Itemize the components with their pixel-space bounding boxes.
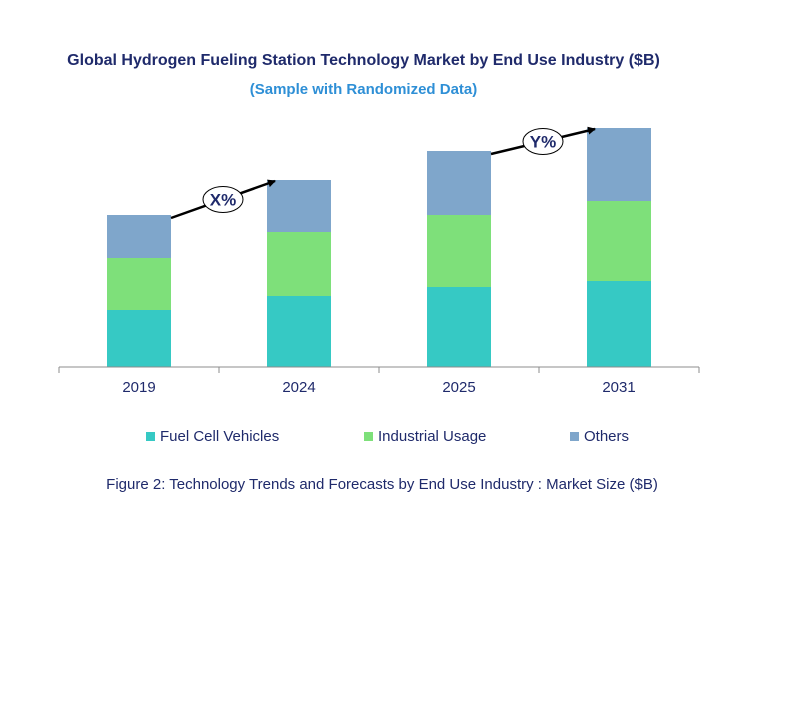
legend-swatch	[146, 432, 155, 441]
bar-segment-fuel-cell-vehicles-2031	[587, 281, 651, 367]
bar-segment-industrial-usage-2024	[267, 232, 331, 296]
growth-label-bubble	[202, 186, 244, 213]
legend-item-others: Others	[570, 428, 629, 445]
growth-annotations: X% Y%	[170, 126, 596, 220]
legend-item-industrial-usage: Industrial Usage	[364, 428, 486, 445]
chart-title: Global Hydrogen Fueling Station Technolo…	[67, 52, 660, 69]
bar-segment-fuel-cell-vehicles-2019	[107, 310, 171, 367]
legend-label: Others	[584, 428, 630, 445]
bar-segment-others-2031	[587, 128, 651, 201]
legend-label: Fuel Cell Vehicles	[160, 428, 280, 445]
growth-label: X%	[210, 191, 236, 210]
bar-segment-fuel-cell-vehicles-2025	[427, 287, 491, 367]
bar-segment-industrial-usage-2019	[107, 258, 171, 310]
chart-subtitle: (Sample with Randomized Data)	[249, 81, 478, 98]
bar-segment-industrial-usage-2025	[427, 215, 491, 287]
x-axis: 2019 2024 2025 2031	[58, 366, 700, 396]
legend-swatch	[570, 432, 579, 441]
bar-segment-others-2019	[107, 215, 171, 258]
legend: Fuel Cell Vehicles Industrial Usage Othe…	[0, 428, 785, 448]
legend-swatch	[364, 432, 373, 441]
bar-segment-others-2025	[427, 151, 491, 215]
bar-segment-fuel-cell-vehicles-2024	[267, 296, 331, 367]
x-tick-label: 2025	[442, 379, 475, 396]
growth-label: Y%	[530, 133, 556, 152]
x-tick-label: 2031	[602, 379, 635, 396]
bars-layer	[107, 128, 651, 367]
bar-segment-others-2024	[267, 180, 331, 232]
x-tick-label: 2019	[122, 379, 155, 396]
legend-label: Industrial Usage	[378, 428, 487, 445]
stacked-bar-chart: 2019 2024 2025 2031 X% Y%	[58, 126, 700, 396]
growth-label-bubble	[522, 128, 564, 155]
x-tick-label: 2024	[282, 379, 315, 396]
figure-caption: Figure 2: Technology Trends and Forecast…	[106, 476, 658, 493]
bar-segment-industrial-usage-2031	[587, 201, 651, 281]
legend-item-fuel-cell-vehicles: Fuel Cell Vehicles	[146, 428, 279, 445]
